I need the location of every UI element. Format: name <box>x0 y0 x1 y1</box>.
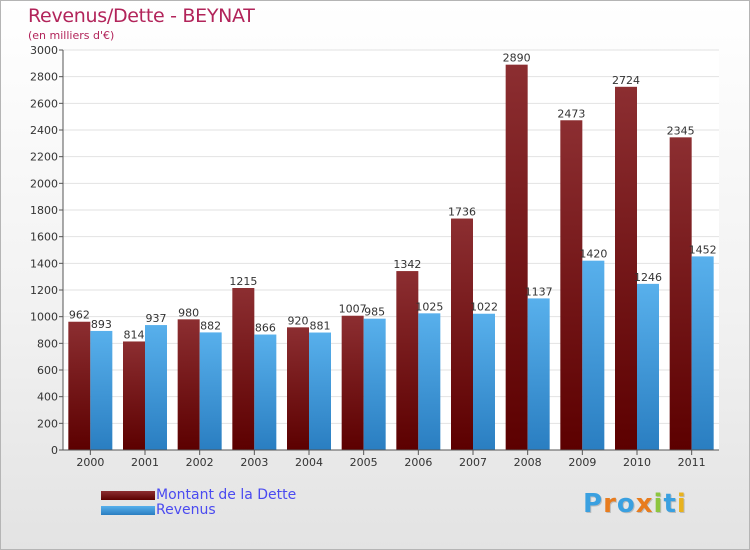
proxiti-logo: Proxiti <box>583 489 687 519</box>
y-tick-label: 2200 <box>30 151 58 164</box>
data-label-dette: 1342 <box>393 258 421 271</box>
y-tick-label: 0 <box>51 444 58 457</box>
x-tick-label: 2005 <box>350 456 378 469</box>
bar-revenus <box>90 330 113 450</box>
data-label-dette: 2345 <box>667 124 695 137</box>
y-tick-label: 800 <box>37 337 58 350</box>
bar-dette <box>177 319 200 450</box>
data-label-dette: 1736 <box>448 206 476 219</box>
x-tick-label: 2009 <box>568 456 596 469</box>
y-tick-label: 600 <box>37 364 58 377</box>
bar-dette <box>341 315 364 450</box>
x-tick-label: 2000 <box>76 456 104 469</box>
logo-letter: P <box>583 489 604 519</box>
logo-letter: x <box>635 489 654 519</box>
data-label-dette: 1007 <box>339 303 367 316</box>
y-tick-label: 1800 <box>30 204 58 217</box>
logo-letter: o <box>616 489 636 519</box>
y-tick-label: 200 <box>37 417 58 430</box>
y-tick-label: 2400 <box>30 124 58 137</box>
plot-area <box>63 50 719 450</box>
data-label-revenus: 866 <box>255 322 276 335</box>
bar-revenus <box>309 332 331 450</box>
bar-revenus <box>582 260 605 450</box>
legend-label-revenus: Revenus <box>156 502 216 518</box>
bar-revenus <box>473 313 495 450</box>
chart-subtitle: (en milliers d'€) <box>28 29 115 42</box>
bar-revenus <box>199 332 222 450</box>
data-label-revenus: 1137 <box>525 285 553 298</box>
x-tick-label: 2010 <box>623 456 651 469</box>
x-tick-label: 2006 <box>404 456 432 469</box>
x-tick-label: 2002 <box>186 456 214 469</box>
data-label-dette: 2724 <box>612 74 640 87</box>
y-tick-label: 1000 <box>30 311 58 324</box>
data-label-dette: 1215 <box>229 275 257 288</box>
bar-revenus <box>691 256 714 450</box>
bar-revenus <box>363 318 386 450</box>
data-label-dette: 814 <box>124 328 145 341</box>
data-label-revenus: 937 <box>146 312 167 325</box>
legend-swatch-dette <box>101 491 155 500</box>
chart-title: Revenus/Dette - BEYNAT <box>28 5 255 27</box>
y-tick-label: 1200 <box>30 284 58 297</box>
data-label-dette: 980 <box>178 306 199 319</box>
x-tick-label: 2011 <box>678 456 706 469</box>
data-label-dette: 2473 <box>557 107 585 120</box>
logo-letter: t <box>663 489 677 519</box>
y-tick-label: 1600 <box>30 231 58 244</box>
x-tick-label: 2007 <box>459 456 487 469</box>
logo-letter: i <box>676 489 687 519</box>
x-tick-label: 2008 <box>514 456 542 469</box>
bar-dette <box>287 327 309 450</box>
x-tick-label: 2001 <box>131 456 159 469</box>
logo-letter: i <box>653 489 664 519</box>
bar-dette <box>396 271 419 450</box>
bar-revenus <box>527 298 550 450</box>
y-tick-label: 1400 <box>30 257 58 270</box>
data-label-revenus: 1025 <box>415 300 443 313</box>
x-tick-label: 2004 <box>295 456 323 469</box>
bar-revenus <box>145 325 167 450</box>
data-label-dette: 2890 <box>503 52 531 65</box>
bar-dette <box>451 218 473 450</box>
legend-swatch-revenus <box>101 506 155 515</box>
y-tick-label: 400 <box>37 391 58 404</box>
bar-dette <box>560 120 583 451</box>
bar-dette <box>232 288 255 450</box>
data-label-revenus: 881 <box>310 320 331 333</box>
data-label-revenus: 1452 <box>689 243 717 256</box>
logo-letter: r <box>603 489 617 519</box>
data-label-dette: 962 <box>69 309 90 322</box>
data-label-revenus: 1420 <box>579 248 607 261</box>
bar-revenus <box>637 283 659 450</box>
bar-dette <box>505 64 528 450</box>
bar-dette <box>669 137 692 451</box>
y-tick-label: 2600 <box>30 97 58 110</box>
data-label-revenus: 893 <box>91 318 112 331</box>
data-label-revenus: 1022 <box>470 301 498 314</box>
data-label-revenus: 882 <box>200 319 221 332</box>
y-tick-label: 3000 <box>30 44 58 57</box>
data-label-dette: 920 <box>288 314 309 327</box>
x-tick-label: 2003 <box>240 456 268 469</box>
y-tick-label: 2800 <box>30 71 58 84</box>
bar-dette <box>123 341 145 450</box>
y-tick-label: 2000 <box>30 177 58 190</box>
bar-revenus <box>254 334 277 450</box>
data-label-revenus: 985 <box>364 306 385 319</box>
legend-label-dette: Montant de la Dette <box>156 487 297 503</box>
bar-dette <box>68 321 91 450</box>
bar-revenus <box>418 313 441 450</box>
data-label-revenus: 1246 <box>634 271 662 284</box>
bar-dette <box>615 86 637 451</box>
